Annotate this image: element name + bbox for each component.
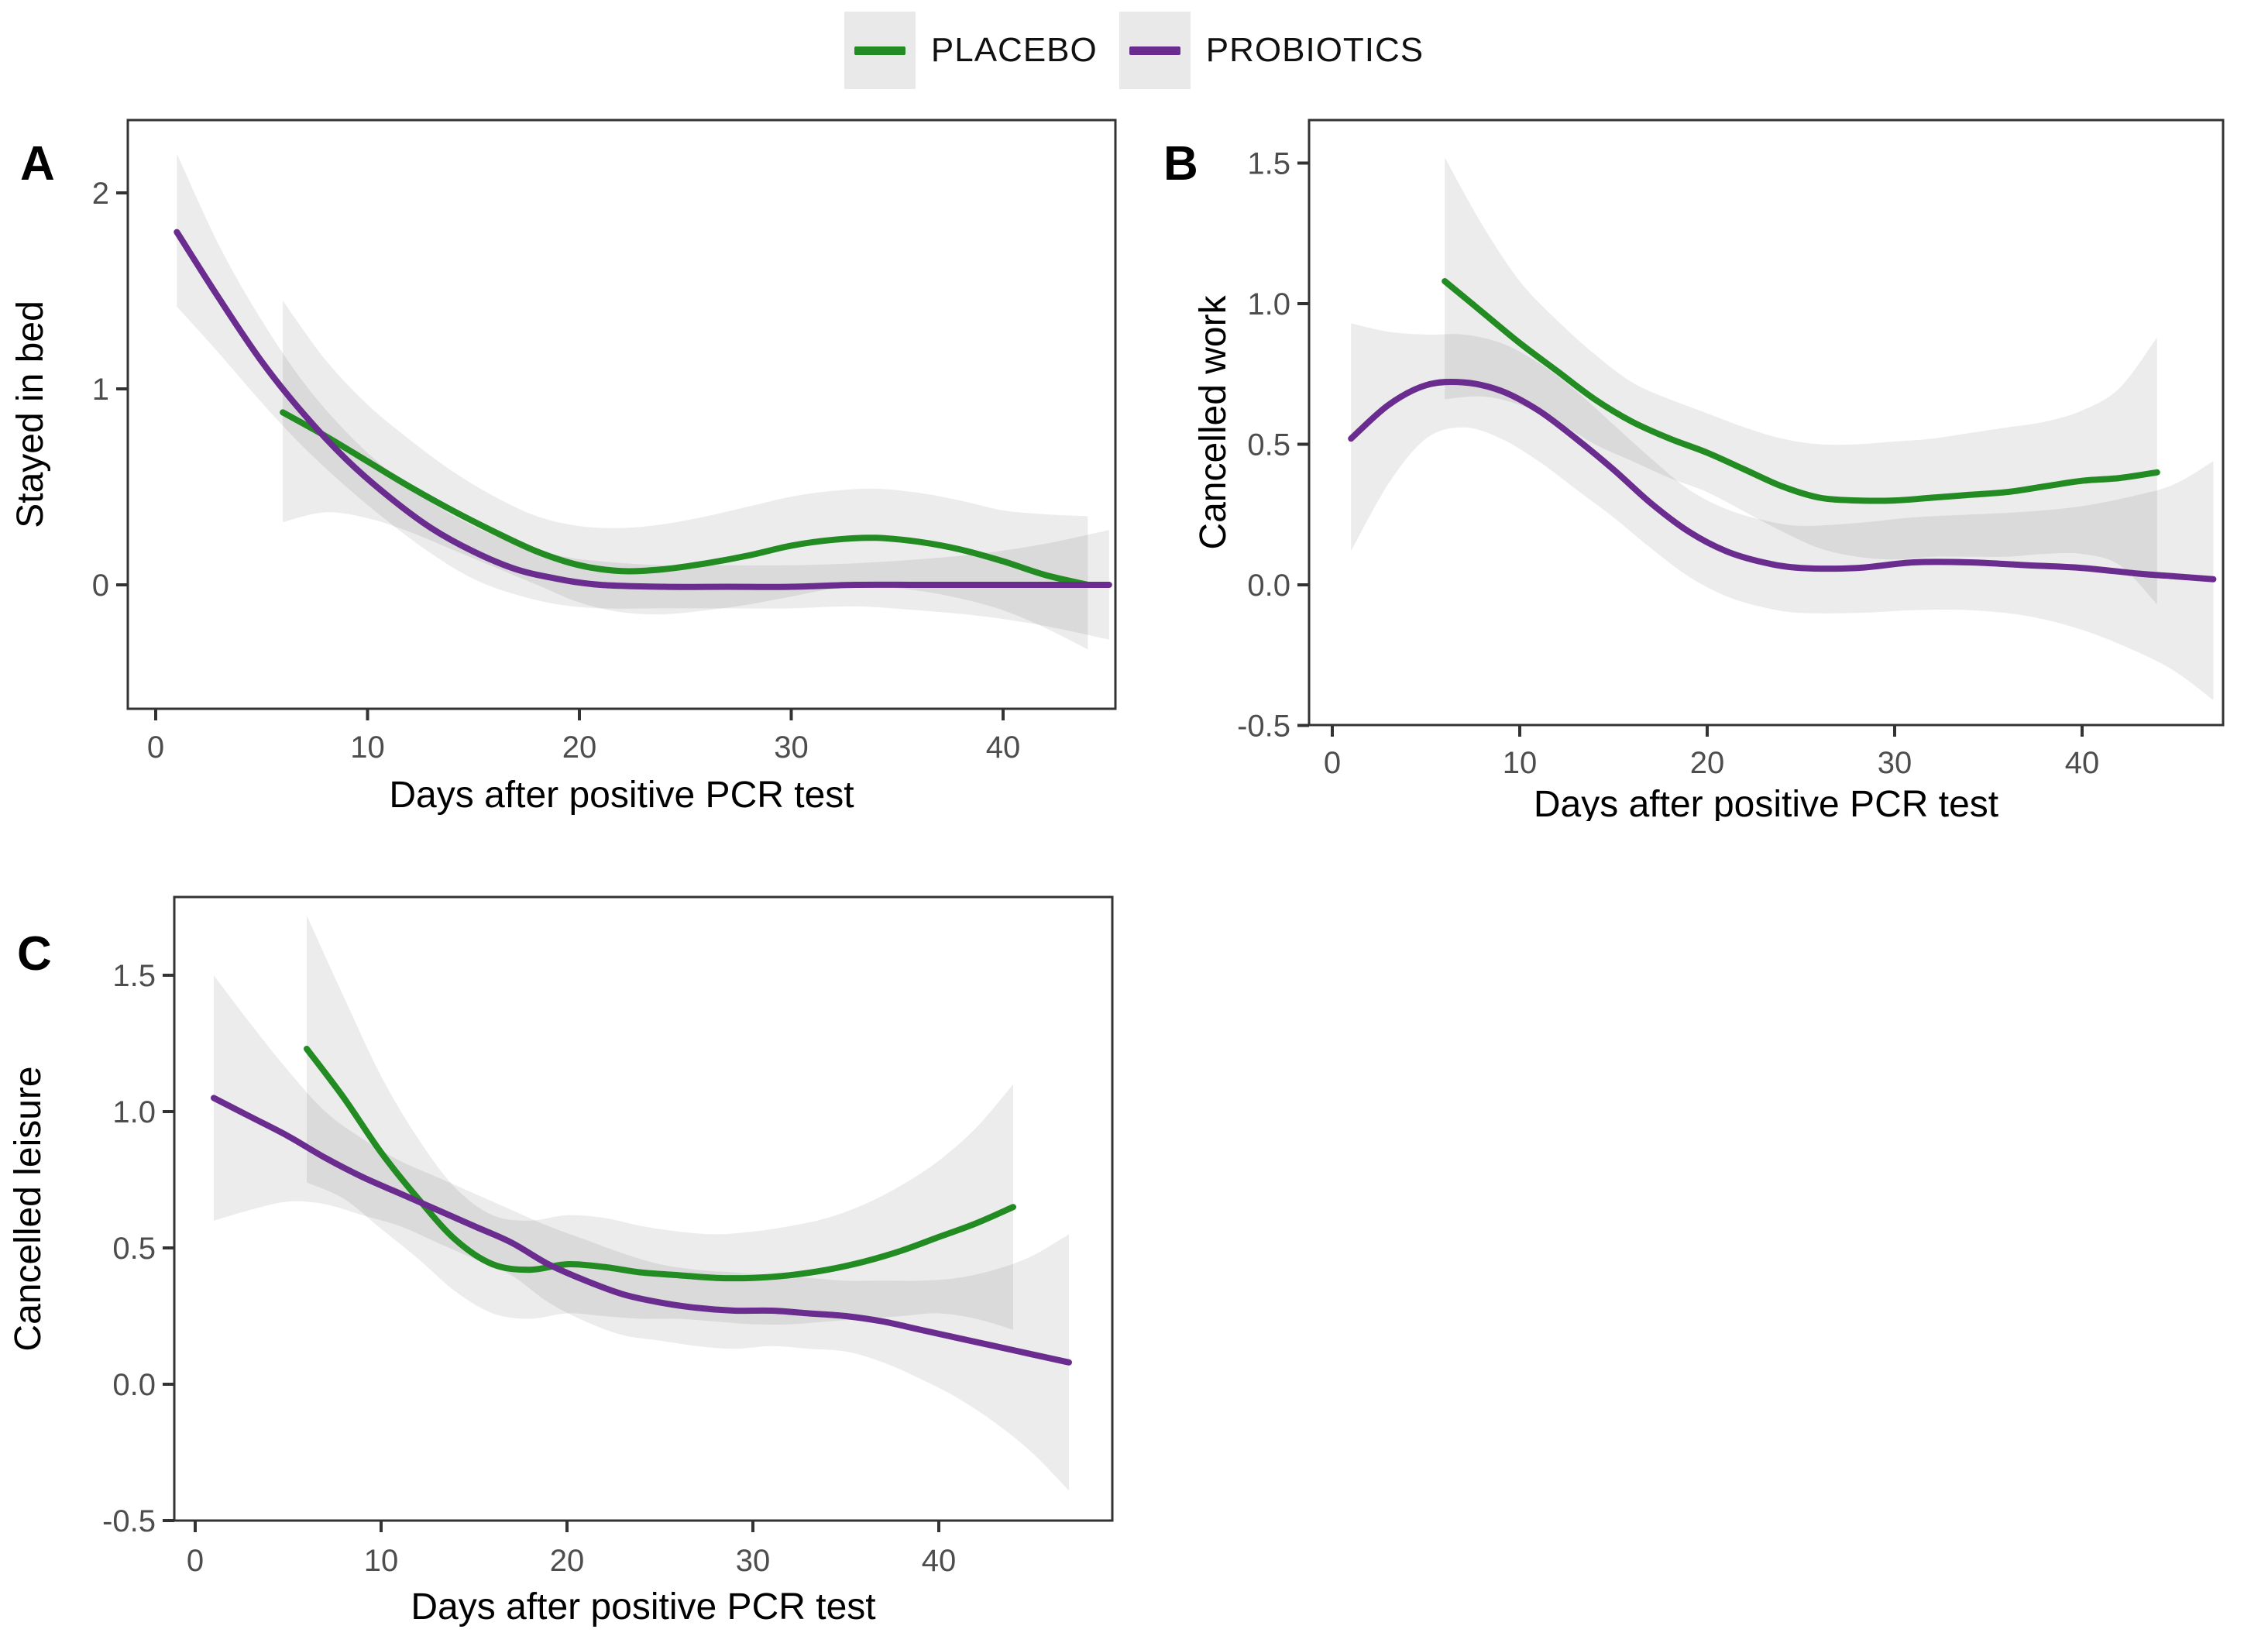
panel-c: 0 10 20 30 40 -0.5 0.0 0.5 1.0 1.5 Days after posi… [0, 891, 1134, 1636]
plot-area-b [1348, 157, 2217, 700]
y-tick-label-c-1: 1.0 [112, 1095, 156, 1129]
ci-ribbon-probiotics-a [177, 153, 1109, 640]
y-tick-label-c-1.5: 1.5 [112, 959, 156, 993]
y-tick-label-c--0.5: -0.5 [102, 1504, 156, 1538]
panel-letter-c: C [17, 927, 52, 981]
panel-a: 0 10 20 30 40 0 1 2 Days after positive PCR test… [0, 101, 1134, 821]
x-axis-title-b: Days after positive PCR test [1534, 784, 1998, 821]
panel-b: 0 10 20 30 40 -0.5 0.0 0.5 1.0 1.5 Days after posi… [1134, 101, 2268, 821]
legend-key-placebo [844, 12, 916, 89]
x-tick-label-a-40: 40 [986, 730, 1021, 765]
x-tick-label-a-0: 0 [147, 730, 164, 765]
legend-item-probiotics: PROBIOTICS [1119, 12, 1424, 89]
chart-c-svg: 0 10 20 30 40 -0.5 0.0 0.5 1.0 1.5 Days after posi… [8, 895, 1114, 1627]
panel-border-b [1308, 119, 2225, 727]
x-tick-label-b-20: 20 [1690, 746, 1725, 780]
trend-line-placebo-c [304, 1046, 1016, 1282]
x-tick-label-b-0: 0 [1324, 746, 1341, 780]
y-tick-label-a-1: 1 [92, 373, 109, 407]
plot-area-a [174, 153, 1112, 650]
trend-line-placebo-a [280, 409, 1091, 588]
y-tick-label-c-0.5: 0.5 [112, 1232, 156, 1266]
legend-key-probiotics [1119, 12, 1191, 89]
y-tick-label-b-0: 0.0 [1247, 569, 1290, 603]
legend-label-placebo: PLACEBO [930, 31, 1098, 69]
x-tick-label-c-0: 0 [187, 1544, 204, 1578]
plot-area-c [211, 915, 1072, 1491]
x-tick-label-b-40: 40 [2065, 746, 2100, 780]
x-axis-title-a: Days after positive PCR test [389, 775, 854, 816]
legend-label-probiotics: PROBIOTICS [1205, 31, 1424, 69]
chart-a-svg: 0 10 20 30 40 0 1 2 Days after positive PCR test… [10, 119, 1117, 816]
y-tick-label-a-0: 0 [92, 569, 109, 603]
x-tick-label-b-10: 10 [1503, 746, 1538, 780]
y-axis-title-a: Stayed in bed [10, 301, 51, 528]
ci-ribbon-placebo-c [307, 915, 1013, 1330]
x-tick-label-c-20: 20 [550, 1544, 585, 1578]
probiotics-line-swatch-icon [1129, 46, 1180, 55]
x-tick-label-c-40: 40 [922, 1544, 957, 1578]
panel-border-c [173, 895, 1114, 1522]
ci-ribbon-placebo-a [283, 301, 1088, 650]
y-axis-title-b: Cancelled work [1193, 294, 1234, 549]
trend-line-probiotics-c [211, 1095, 1072, 1366]
x-tick-label-a-30: 30 [774, 730, 809, 765]
chart-b-svg: 0 10 20 30 40 -0.5 0.0 0.5 1.0 1.5 Days after posi… [1163, 119, 2225, 821]
trend-line-placebo-b [1442, 278, 2160, 504]
y-tick-label-c-0: 0.0 [112, 1368, 156, 1402]
x-axis-title-c: Days after positive PCR test [411, 1586, 875, 1627]
legend-item-placebo: PLACEBO [844, 12, 1098, 89]
placebo-line-swatch-icon [854, 46, 905, 55]
x-tick-label-a-20: 20 [562, 730, 597, 765]
x-tick-label-c-10: 10 [364, 1544, 399, 1578]
trend-line-probiotics-b [1348, 378, 2217, 583]
y-axis-title-c: Cancelled leisure [8, 1066, 49, 1351]
y-tick-label-a-2: 2 [92, 177, 109, 211]
trend-line-probiotics-a [174, 229, 1112, 590]
y-tick-label-b-1: 1.0 [1247, 287, 1290, 321]
x-tick-label-c-30: 30 [736, 1544, 771, 1578]
x-tick-label-a-10: 10 [350, 730, 385, 765]
y-tick-label-b-1.5: 1.5 [1247, 147, 1290, 181]
x-tick-label-b-30: 30 [1878, 746, 1912, 780]
panel-letter-a: A [20, 137, 55, 191]
legend: PLACEBO PROBIOTICS [0, 0, 2268, 101]
y-tick-label-b--0.5: -0.5 [1237, 710, 1290, 744]
panel-letter-b: B [1163, 137, 1198, 191]
panel-border-a [126, 119, 1117, 710]
ci-ribbon-probiotics-b [1351, 323, 2214, 700]
y-tick-label-b-0.5: 0.5 [1247, 428, 1290, 462]
